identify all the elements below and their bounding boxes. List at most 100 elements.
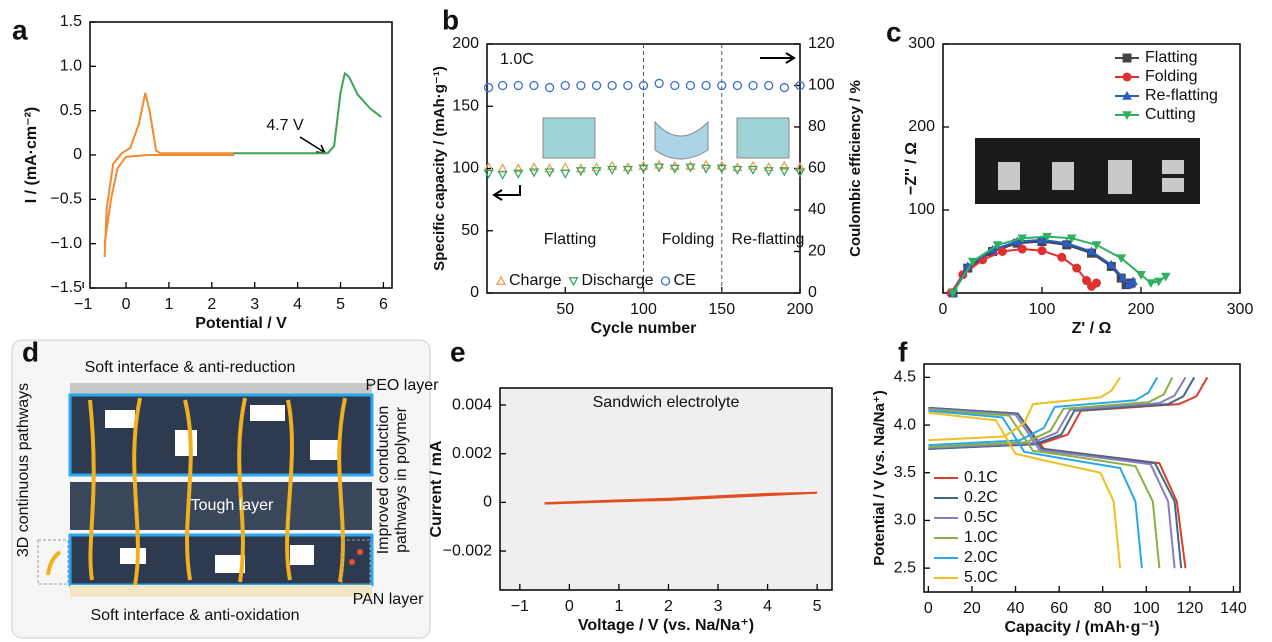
x-axis-label: Cycle number	[591, 320, 697, 337]
y2-tick-label: 20	[808, 243, 826, 260]
panel-letter: e	[450, 336, 466, 367]
y-tick-label: −1.0	[50, 235, 82, 252]
data-point	[1057, 252, 1067, 262]
y2-tick-label: 80	[808, 118, 826, 135]
data-point	[1153, 277, 1164, 287]
data-point	[638, 164, 649, 174]
data-point	[576, 80, 586, 91]
data-point	[669, 164, 680, 174]
x-tick-label: 3	[714, 598, 723, 615]
data-point	[560, 161, 571, 172]
upper-porous-layer	[68, 393, 374, 477]
top-label: Soft interface & anti-reduction	[85, 359, 296, 376]
y-axis-label: −Z'' / Ω	[903, 142, 920, 195]
data-point	[544, 82, 555, 93]
legend-label: Re-flatting	[1145, 87, 1218, 104]
data-line	[928, 376, 1174, 569]
pathway	[88, 399, 96, 581]
data-point	[1072, 263, 1082, 273]
x-tick-label: 5	[813, 598, 822, 615]
plot-frame	[89, 21, 393, 289]
left-inset-box	[37, 539, 69, 585]
x-tick-label: 0	[924, 600, 933, 617]
top-layer-label: PEO layer	[366, 377, 440, 394]
data-point	[1160, 272, 1171, 282]
pan-band	[70, 585, 372, 597]
y-tick-label: 1.0	[60, 58, 82, 75]
bottom-layer-label: PAN layer	[353, 591, 425, 608]
data-point	[795, 80, 805, 91]
y-tick-label: 100	[908, 201, 935, 218]
pathway	[337, 397, 347, 583]
data-point	[1042, 232, 1052, 242]
data-point	[560, 80, 570, 91]
data-line	[103, 92, 235, 258]
x-tick-label: 200	[1128, 301, 1155, 318]
y2-tick-label: 40	[808, 201, 826, 218]
legend-marker	[1122, 72, 1132, 82]
data-point	[528, 168, 540, 178]
data-point	[794, 168, 806, 178]
x-tick-label: 1	[164, 296, 173, 313]
y-tick-label: 3.0	[894, 512, 916, 529]
pore	[105, 410, 135, 428]
data-point	[544, 163, 555, 173]
annotation-arrow	[299, 136, 327, 154]
y-axis-label: Specific capacity / (mAh·g⁻¹)	[431, 66, 448, 271]
legend-label: Cutting	[1145, 106, 1196, 123]
photo-cell	[1162, 178, 1184, 192]
data-point	[1106, 259, 1117, 269]
x-tick-label: 140	[1220, 600, 1247, 617]
data-point	[992, 241, 1003, 250]
legend-marker	[1122, 90, 1132, 100]
panel-d: d Soft interface & anti-reduction PEO la…	[11, 336, 440, 639]
y2-tick-label: 100	[808, 77, 835, 94]
legend-marker	[568, 277, 579, 287]
x-tick-label: 60	[1050, 600, 1068, 617]
x-tick-label: 40	[1007, 600, 1025, 617]
x-tick-label: 100	[1029, 301, 1056, 318]
x-tick-label: −1	[511, 598, 529, 615]
data-point	[1082, 276, 1092, 286]
legend-marker	[495, 275, 507, 285]
data-point	[1116, 254, 1127, 264]
annotation: 4.7 V	[266, 117, 304, 134]
right-label: pathways in polymer	[393, 406, 410, 553]
panel-letter: c	[886, 16, 902, 47]
y2-tick-label: 120	[808, 35, 835, 52]
data-point	[1136, 271, 1146, 280]
x-tick-label: 6	[379, 296, 388, 313]
data-point	[948, 289, 958, 299]
x-tick-label: 4	[763, 598, 772, 615]
y-axis-label: I / (mA·cm⁻²)	[23, 107, 40, 203]
data-point	[1037, 234, 1047, 244]
data-point	[747, 160, 759, 170]
photo-cell	[1162, 160, 1184, 174]
panel-letter: a	[12, 14, 28, 45]
x-tick-label: 20	[963, 600, 981, 617]
pathway-arrows	[88, 397, 347, 586]
data-point	[607, 80, 617, 91]
y-axis-label: Current / mA	[428, 440, 445, 537]
data-point	[560, 169, 571, 179]
data-point	[670, 80, 680, 91]
y-tick-label: 4.0	[894, 416, 916, 433]
data-point	[1017, 234, 1028, 244]
data-point	[497, 170, 508, 181]
y-tick-label: 0.5	[60, 102, 82, 119]
data-point	[1146, 279, 1156, 289]
y-tick-label: 300	[908, 35, 935, 52]
data-point	[1091, 278, 1101, 288]
data-point	[732, 165, 743, 176]
data-point	[779, 82, 789, 93]
y-tick-label: 3.5	[894, 464, 916, 481]
data-point	[763, 167, 774, 177]
plot-frame	[499, 387, 833, 591]
legend-label: Charge	[509, 272, 562, 289]
y-tick-label: −0.5	[50, 191, 82, 208]
data-point	[685, 163, 696, 173]
y-tick-label: 4.5	[894, 369, 916, 386]
y-tick-label: 0	[73, 146, 82, 163]
peo-band	[70, 383, 372, 395]
